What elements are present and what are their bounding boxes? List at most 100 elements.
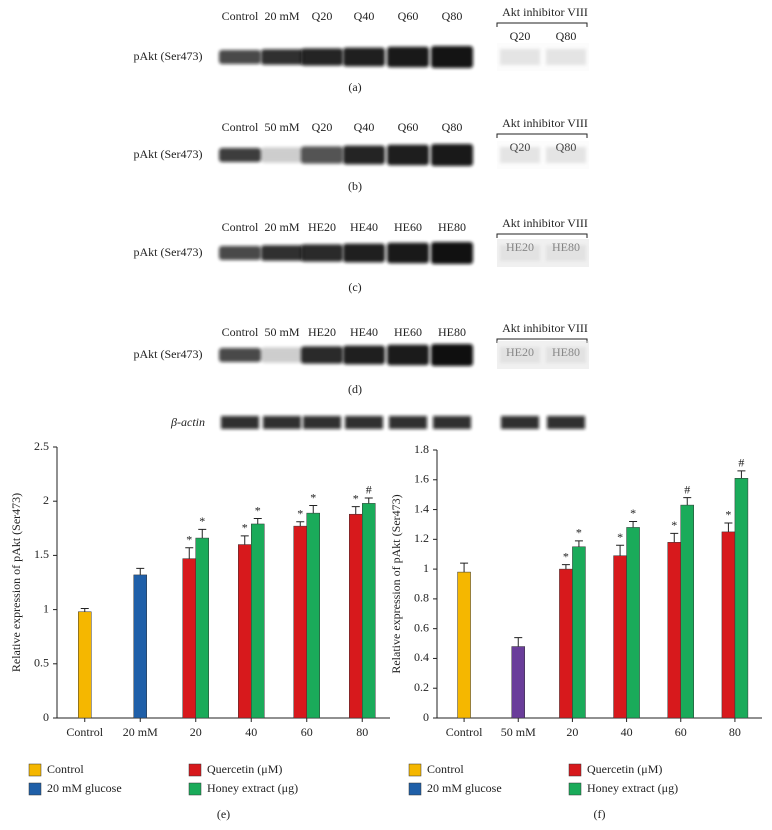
lane-label: Q40 <box>354 9 375 23</box>
blot-band <box>301 146 343 164</box>
bar <box>721 531 736 719</box>
blot-band <box>500 245 540 261</box>
lane-label: Control <box>222 120 259 134</box>
lane-label: Q20 <box>312 9 333 23</box>
actin-band <box>547 416 585 429</box>
blot-band <box>261 347 303 363</box>
bar <box>572 546 586 719</box>
actin-band <box>303 416 341 429</box>
error-bar <box>616 544 625 556</box>
y-tick-label: 0.2 <box>414 680 429 694</box>
x-tick-label: 60 <box>301 725 313 739</box>
blot-band <box>301 346 343 364</box>
blot-band <box>343 145 385 165</box>
lane-label: HE40 <box>350 220 378 234</box>
actin-band <box>263 416 301 429</box>
y-tick-label: 0 <box>43 710 49 724</box>
error-bar <box>136 567 145 575</box>
x-tick-label: 80 <box>356 725 368 739</box>
lane-label: 50 mM <box>264 120 299 134</box>
significance-mark: * <box>671 518 677 532</box>
bar <box>306 512 320 719</box>
blot-band <box>431 242 473 264</box>
significance-mark: * <box>242 521 248 535</box>
lane-label: 50 mM <box>264 325 299 339</box>
error-bar <box>240 535 249 545</box>
bar <box>734 478 749 719</box>
lane-label: HE20 <box>308 325 336 339</box>
blot-label: pAkt (Ser473) <box>134 245 203 259</box>
legend-label: Honey extract (μg) <box>587 781 678 795</box>
legend-label: Control <box>427 762 464 776</box>
inhibitor-label: Akt inhibitor VIII <box>502 116 588 130</box>
x-tick-label: 20 <box>190 725 202 739</box>
loading-control-label: β-actin <box>170 415 205 429</box>
error-bar <box>670 532 679 543</box>
y-tick-label: 1.4 <box>414 501 429 515</box>
lane-label: 20 mM <box>264 9 299 23</box>
error-bar <box>198 528 207 539</box>
bracket <box>496 338 588 343</box>
blot-band <box>431 344 473 366</box>
lane-label: Q20 <box>312 120 333 134</box>
error-bar <box>574 540 583 547</box>
legend-label: Honey extract (μg) <box>207 781 298 795</box>
chart-caption: (e) <box>217 807 230 821</box>
blot-band <box>301 48 343 66</box>
bar <box>457 571 471 719</box>
lane-label: Control <box>222 220 259 234</box>
blot-label: pAkt (Ser473) <box>134 347 203 361</box>
error-bar <box>185 547 194 559</box>
y-tick-label: 1 <box>43 601 49 615</box>
lane-label: Control <box>222 325 259 339</box>
legend-swatch <box>408 763 422 777</box>
legend-swatch <box>408 782 422 796</box>
y-axis-label: Relative expression of pAkt (Ser473) <box>9 493 23 672</box>
x-tick-label: Control <box>446 725 483 739</box>
legend-label: 20 mM glucose <box>47 781 122 795</box>
legend-label: Quercetin (μM) <box>207 762 282 776</box>
legend-swatch <box>568 782 582 796</box>
actin-band <box>501 416 539 429</box>
error-bar <box>561 564 570 570</box>
inhibitor-lane-label: Q80 <box>556 29 577 43</box>
blot-band <box>343 243 385 263</box>
significance-mark: * <box>310 490 316 504</box>
error-bar <box>737 470 746 479</box>
blot-band <box>261 245 303 261</box>
blot-band <box>387 46 429 68</box>
blot-background <box>497 341 589 369</box>
blot-background <box>497 141 589 169</box>
error-bar <box>460 562 469 573</box>
significance-mark: * <box>725 508 731 522</box>
lane-label: HE60 <box>394 325 422 339</box>
legend-label: Control <box>47 762 84 776</box>
blot-caption: (a) <box>348 80 361 94</box>
error-bar <box>296 521 305 527</box>
y-tick-label: 1.6 <box>414 472 429 486</box>
blot-band <box>219 148 261 162</box>
bar <box>78 611 92 719</box>
significance-mark: * <box>630 506 636 520</box>
significance-mark: * <box>255 503 261 517</box>
blot-band <box>546 245 586 261</box>
blot-band <box>500 147 540 163</box>
x-tick-label: 20 mM <box>123 725 158 739</box>
bar <box>251 523 265 719</box>
blot-label: pAkt (Ser473) <box>134 147 203 161</box>
bar <box>133 574 147 719</box>
blot-label: pAkt (Ser473) <box>134 49 203 63</box>
blot-band <box>387 344 429 366</box>
error-bar <box>253 518 262 524</box>
bar <box>349 513 363 719</box>
significance-mark: * <box>563 549 569 563</box>
significance-mark: * <box>186 533 192 547</box>
blot-band <box>431 144 473 166</box>
inhibitor-label: Akt inhibitor VIII <box>502 5 588 19</box>
error-bar <box>514 637 523 647</box>
significance-mark: # <box>738 456 744 470</box>
lane-label: HE80 <box>438 220 466 234</box>
y-tick-label: 0 <box>423 710 429 724</box>
legend-label: 20 mM glucose <box>427 781 502 795</box>
bar <box>238 544 252 719</box>
